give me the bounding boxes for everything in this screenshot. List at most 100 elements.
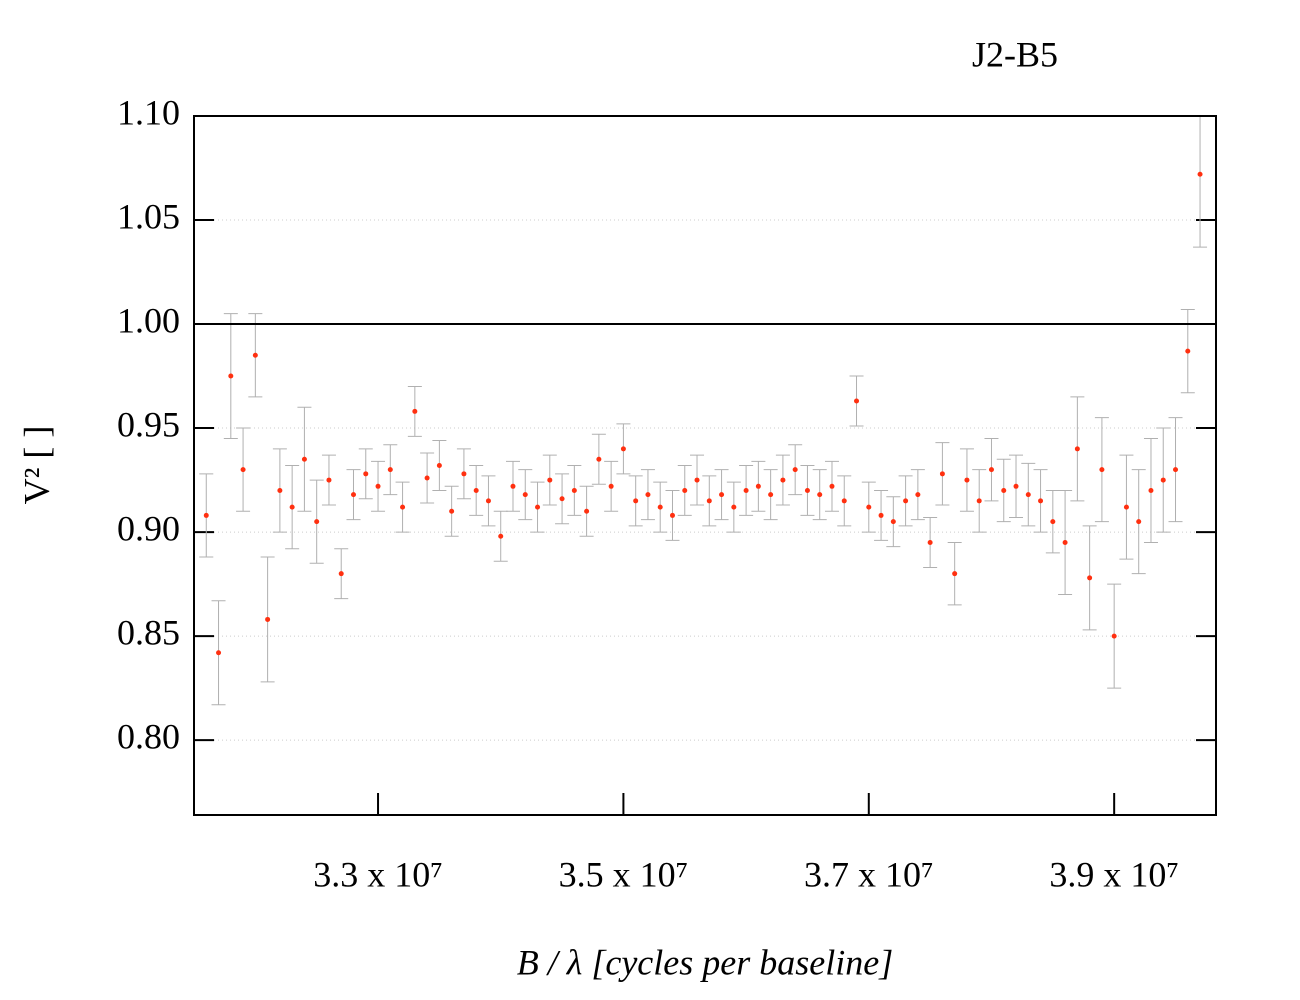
data-point [522,492,528,498]
data-point [314,519,320,525]
data-point [608,483,614,489]
data-point [289,504,295,510]
data-point [792,467,798,473]
data-point [841,498,847,504]
data-point [866,504,872,510]
data-point [780,477,786,483]
y-tick-label: 0.95 [117,404,180,444]
data-point [1136,519,1142,525]
data-point [584,508,590,514]
x-tick-label: 3.9 x 10⁷ [1049,854,1179,894]
data-point [400,504,406,510]
data-point [436,463,442,468]
data-point [1111,633,1117,639]
data-point [412,408,418,414]
data-point [350,492,356,498]
data-point [682,487,688,493]
data-point [669,512,675,518]
data-point [252,352,258,358]
error-bar [1193,115,1208,248]
data-point [743,487,749,493]
data-point [694,477,700,483]
data-point [633,498,639,504]
y-tick-label: 1.00 [117,300,180,340]
data-point [240,467,246,473]
data-point [375,483,381,489]
y-axis-label: V² [ ] [16,426,56,505]
data-point [755,483,761,489]
x-tick-label: 3.7 x 10⁷ [804,854,934,894]
y-tick-label: 0.90 [117,508,180,548]
data-point [952,571,958,577]
data-point [731,504,737,510]
data-point [363,471,369,477]
data-point [473,487,479,493]
data-point [804,487,810,493]
data-point [338,571,344,577]
data-point [265,616,271,622]
data-point [301,456,307,462]
data-point [1087,575,1093,581]
data-point [1074,446,1080,452]
data-point [1173,467,1179,473]
data-point [1001,487,1007,493]
plot-frame [193,115,1217,816]
data-point [498,533,504,539]
data-point [657,504,663,510]
data-point [988,467,994,473]
data-point [424,475,430,481]
data-point [559,496,565,502]
x-axis-label: B / λ [cycles per baseline] [517,942,894,982]
x-tick-label: 3.5 x 10⁷ [559,854,689,894]
data-point [927,539,933,545]
y-tick-label: 0.85 [117,612,180,652]
data-point [964,477,970,483]
data-point [216,650,222,656]
data-point [571,487,577,493]
data-point [1062,539,1068,545]
data-point [620,446,626,452]
data-point [1160,477,1166,483]
data-point [461,471,467,477]
data-point [1099,467,1105,473]
chart-title: J2-B5 [972,34,1058,74]
data-point [1025,492,1031,498]
data-point [878,512,884,518]
data-point [203,512,209,518]
data-point [1148,487,1154,493]
data-point [277,487,283,493]
data-point [326,477,332,483]
y-tick-label: 1.05 [117,196,180,236]
data-point [706,498,712,504]
data-point [596,456,602,462]
data-point [449,508,455,514]
data-point [854,398,860,404]
data-point [1185,348,1191,354]
data-point [1123,504,1129,510]
data-point [976,498,982,504]
data-point [890,519,896,525]
x-tick-label: 3.3 x 10⁷ [313,854,443,894]
data-point [547,477,553,483]
data-point [645,492,651,498]
data-point [1050,519,1056,525]
data-point [485,498,491,504]
data-point [535,504,541,510]
y-tick-label: 1.10 [117,92,180,132]
data-point [1197,171,1203,177]
data-point [768,492,774,498]
data-point [817,492,823,498]
data-point [1038,498,1044,504]
data-point [939,471,945,477]
data-point [719,492,725,498]
data-point [510,483,516,489]
data-point [829,483,835,489]
data-point [1013,483,1019,489]
data-point [903,498,909,504]
data-point [915,492,921,498]
data-point [387,467,393,473]
y-tick-label: 0.80 [117,716,180,756]
data-point [228,373,234,379]
